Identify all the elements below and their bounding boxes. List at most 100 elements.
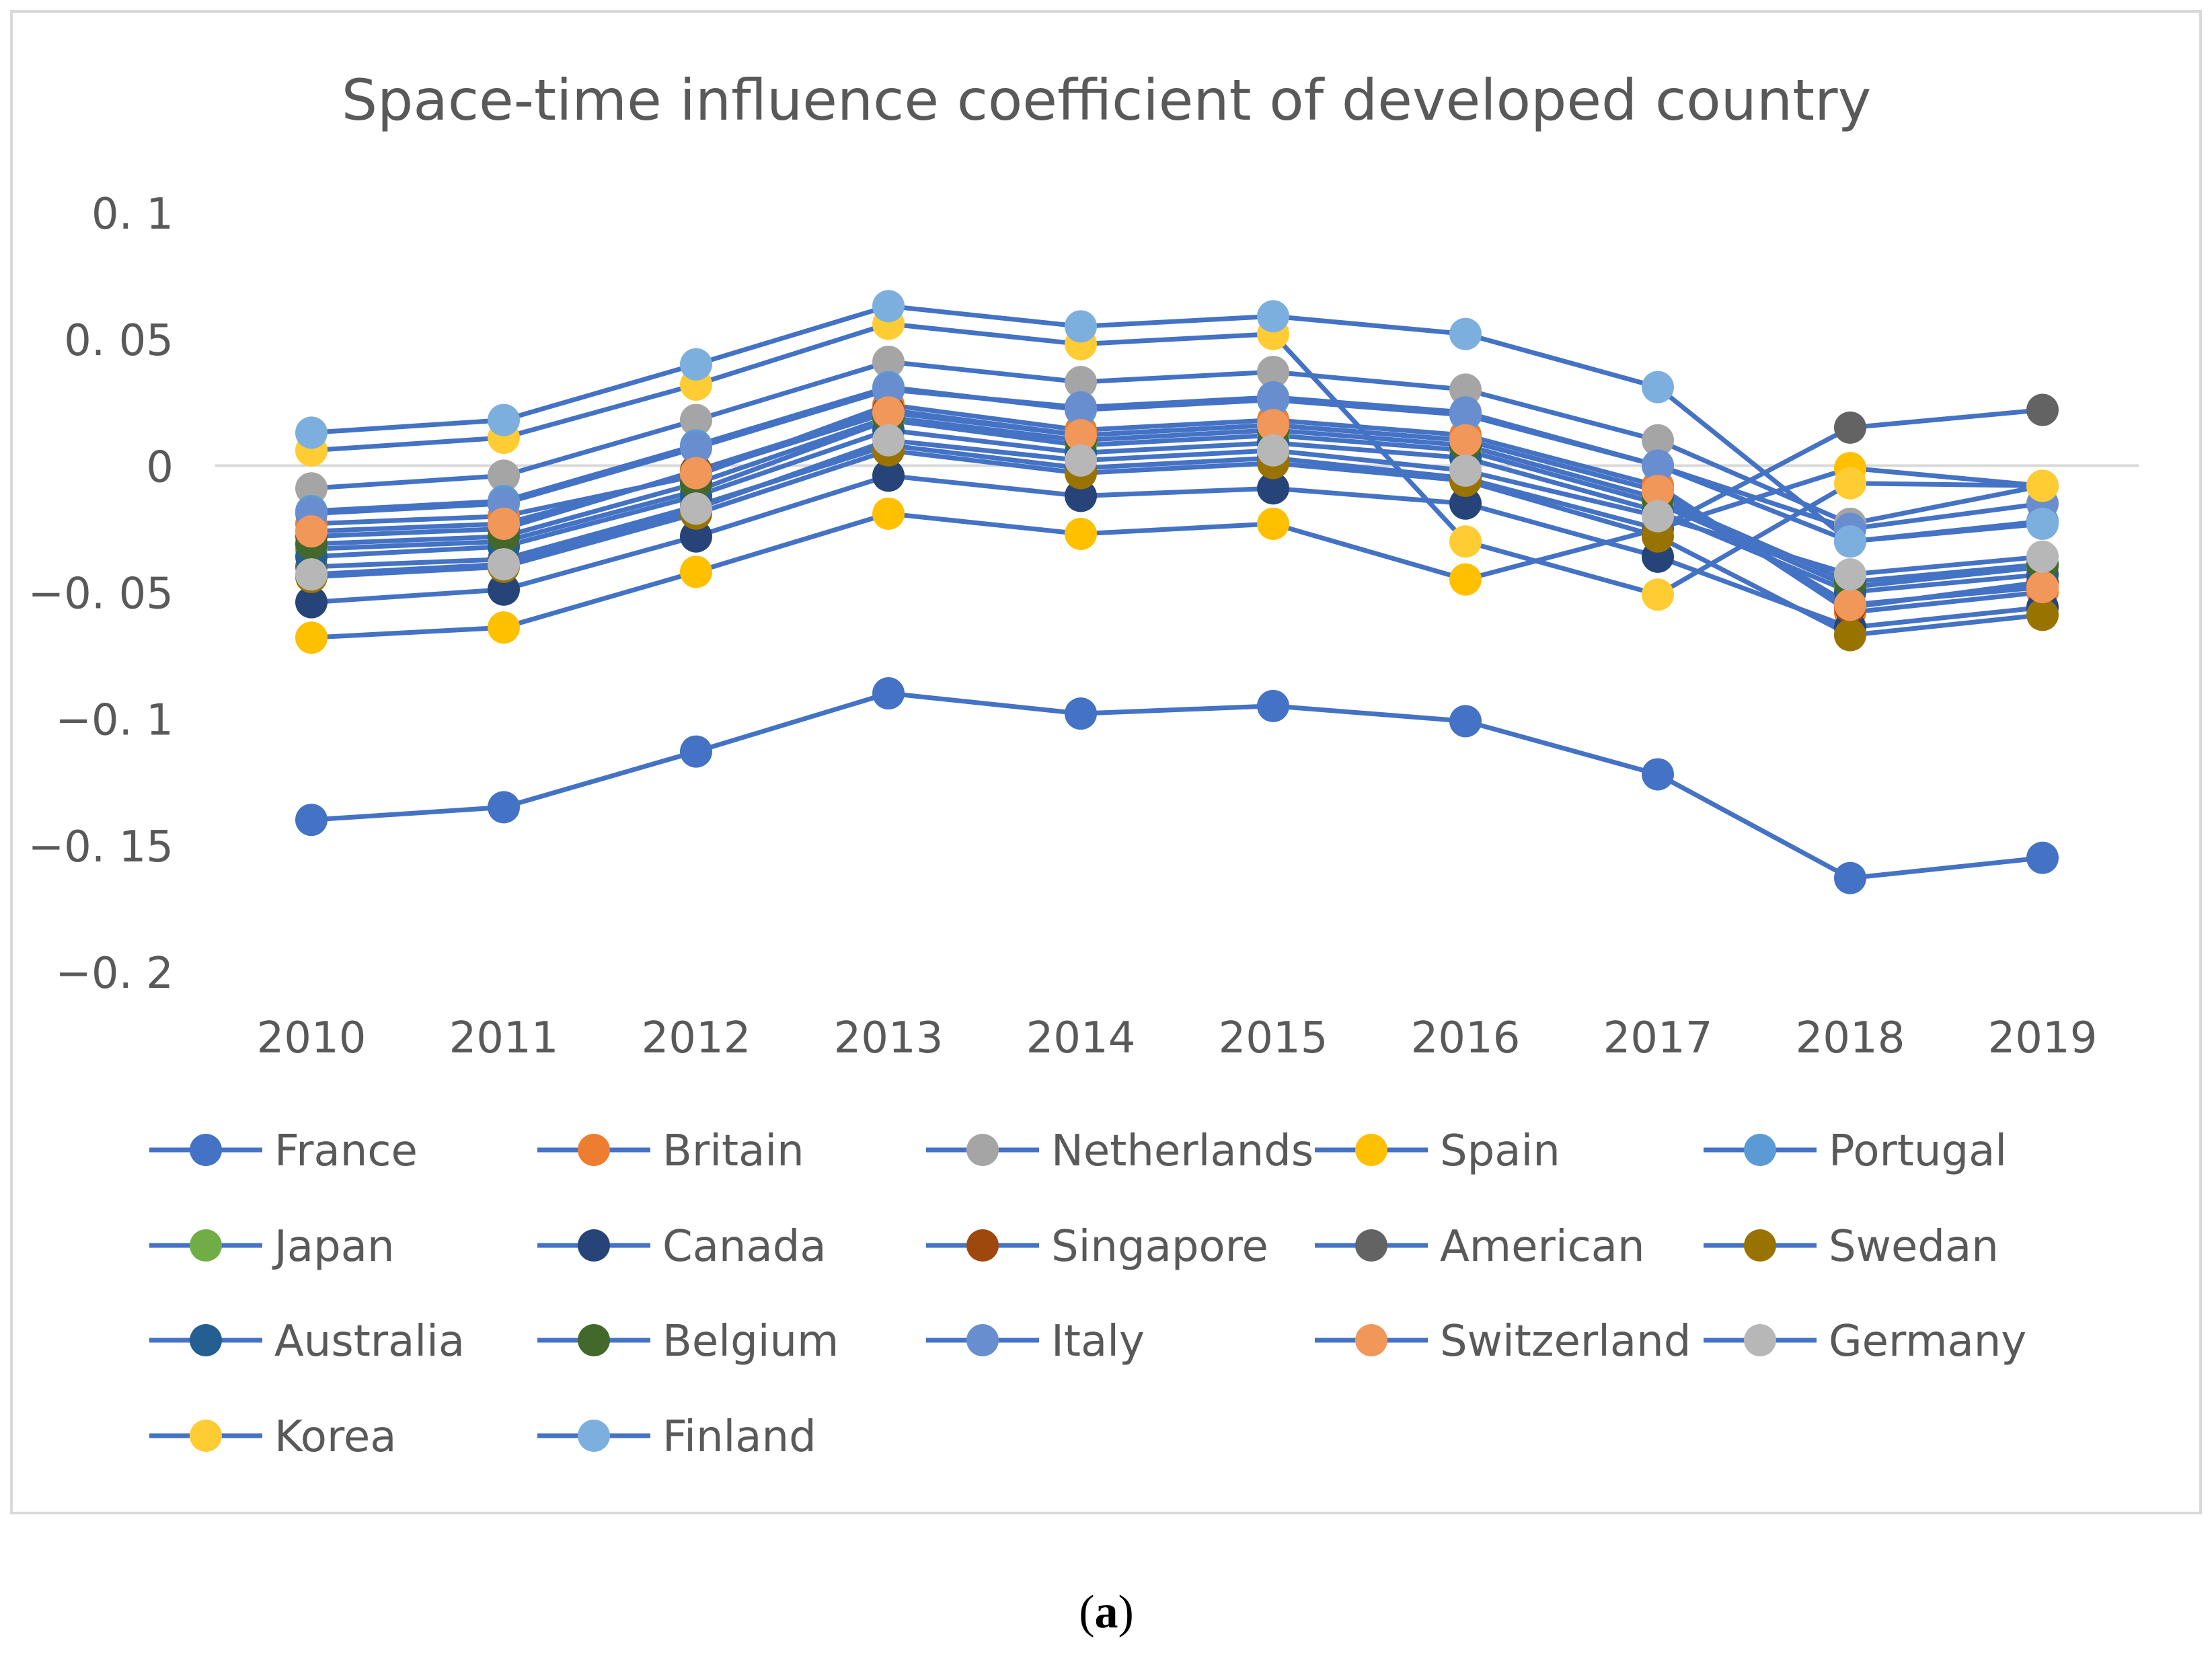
legend-marker-swatch: [578, 1420, 610, 1452]
data-point-american-2018: [1834, 411, 1866, 444]
legend-label: Italy: [1051, 1317, 1145, 1366]
x-tick-label: 2010: [257, 1013, 367, 1063]
legend-item-belgium: Belgium: [537, 1317, 839, 1366]
data-point-switzerland-2015: [1257, 409, 1289, 442]
y-tick-label: 0. 05: [64, 316, 174, 366]
legend-marker-swatch: [1744, 1229, 1776, 1262]
data-point-france-2018: [1834, 861, 1866, 894]
data-point-netherlands-2017: [1642, 424, 1674, 457]
data-point-france-2012: [680, 735, 712, 768]
y-tick-label: 0. 1: [91, 190, 174, 239]
data-point-finland-2012: [680, 348, 712, 381]
y-tick-label: −0. 15: [28, 822, 174, 872]
legend-item-portugal: Portugal: [1704, 1126, 2007, 1176]
data-point-canada-2010: [295, 586, 328, 619]
legend-marker-swatch: [190, 1229, 222, 1262]
data-point-korea-2018: [1834, 467, 1866, 500]
data-point-swedan-2018: [1834, 619, 1866, 652]
data-point-korea-2017: [1642, 578, 1674, 611]
data-point-netherlands-2010: [295, 472, 328, 505]
data-point-netherlands-2013: [872, 346, 905, 379]
series-line-american: [311, 408, 2043, 570]
data-point-finland-2016: [1449, 317, 1482, 350]
legend-item-japan: Japan: [149, 1222, 395, 1272]
data-point-germany-2018: [1834, 558, 1866, 591]
data-point-canada-2013: [872, 459, 905, 492]
legend-label: Finland: [662, 1412, 816, 1462]
data-point-spain-2014: [1065, 517, 1097, 550]
legend-marker-swatch: [190, 1324, 222, 1356]
x-tick-label: 2013: [834, 1013, 944, 1063]
legend-item-korea: Korea: [149, 1412, 396, 1462]
legend-item-italy: Italy: [926, 1317, 1145, 1366]
data-point-swedan-2019: [2026, 598, 2059, 631]
x-tick-label: 2019: [1988, 1013, 2098, 1063]
series-line-finland: [311, 303, 2043, 544]
data-point-canada-2012: [680, 520, 712, 553]
data-point-italy-2017: [1642, 449, 1674, 482]
data-point-spain-2013: [872, 497, 905, 530]
legend-item-finland: Finland: [537, 1412, 816, 1462]
data-point-spain-2012: [680, 555, 712, 588]
series-line-germany: [311, 438, 2043, 577]
data-point-canada-2016: [1449, 487, 1482, 520]
legend-marker-swatch: [1744, 1324, 1776, 1356]
legend-marker-swatch: [966, 1134, 999, 1166]
data-point-netherlands-2016: [1449, 373, 1482, 406]
legend-marker-swatch: [1744, 1134, 1776, 1166]
data-point-spain-2016: [1449, 563, 1482, 596]
data-point-italy-2014: [1065, 391, 1097, 424]
legend-marker-swatch: [190, 1420, 222, 1452]
legend-item-netherlands: Netherlands: [926, 1126, 1313, 1176]
data-point-netherlands-2014: [1065, 366, 1097, 399]
data-point-switzerland-2012: [680, 457, 712, 490]
legend-label: Spain: [1440, 1126, 1560, 1176]
legend-label: Germany: [1829, 1317, 2026, 1366]
legend-marker-swatch: [966, 1324, 999, 1356]
data-point-france-2017: [1642, 758, 1674, 791]
data-point-korea-2019: [2026, 469, 2059, 502]
legend: France Britain Netherlands Spain Portugal Jap…: [149, 1126, 2026, 1462]
series-line-canada: [311, 473, 2043, 630]
series-lines: [311, 303, 2043, 881]
data-point-switzerland-2018: [1834, 588, 1866, 621]
x-tick-label: 2011: [449, 1013, 559, 1063]
legend-item-france: France: [149, 1126, 418, 1176]
data-point-germany-2019: [2026, 540, 2059, 573]
data-point-netherlands-2015: [1257, 356, 1289, 389]
x-tick-label: 2012: [642, 1013, 751, 1063]
series-line-netherlands: [311, 359, 2043, 527]
data-point-canada-2014: [1065, 479, 1097, 512]
series-line-swedan: [311, 448, 2043, 638]
legend-label: Japan: [272, 1222, 395, 1272]
caption-open-paren: (: [1079, 1586, 1094, 1638]
legend-item-australia: Australia: [149, 1317, 465, 1366]
data-point-france-2013: [872, 677, 905, 710]
data-point-finland-2013: [872, 290, 905, 323]
series-line-korea: [311, 321, 2043, 597]
legend-item-canada: Canada: [537, 1222, 827, 1272]
data-point-germany-2012: [680, 492, 712, 525]
x-tick-label: 2018: [1796, 1013, 1905, 1063]
x-tick-label: 2017: [1603, 1013, 1713, 1063]
data-point-spain-2010: [295, 621, 328, 654]
legend-label: France: [274, 1126, 418, 1176]
data-point-canada-2011: [488, 573, 520, 606]
data-point-switzerland-2013: [872, 396, 905, 429]
legend-label: Belgium: [662, 1317, 839, 1366]
caption-letter: a: [1095, 1586, 1118, 1638]
x-tick-label: 2014: [1026, 1013, 1136, 1063]
legend-item-switzerland: Switzerland: [1315, 1317, 1691, 1366]
x-axis-tick-labels: 2010 2011 2012 2013 2014 2015 2016 2017 2018 2019: [257, 1013, 2098, 1063]
data-point-switzerland-2010: [295, 515, 328, 548]
data-point-france-2015: [1257, 689, 1289, 722]
data-point-germany-2016: [1449, 454, 1482, 487]
data-point-germany-2014: [1065, 444, 1097, 477]
data-point-italy-2015: [1257, 381, 1289, 414]
data-point-switzerland-2011: [488, 507, 520, 540]
data-point-netherlands-2011: [488, 459, 520, 492]
data-point-italy-2012: [680, 431, 712, 464]
caption-close-paren: ): [1118, 1586, 1134, 1638]
legend-marker-swatch: [1355, 1229, 1387, 1262]
figure-caption: (a): [1079, 1586, 1134, 1638]
